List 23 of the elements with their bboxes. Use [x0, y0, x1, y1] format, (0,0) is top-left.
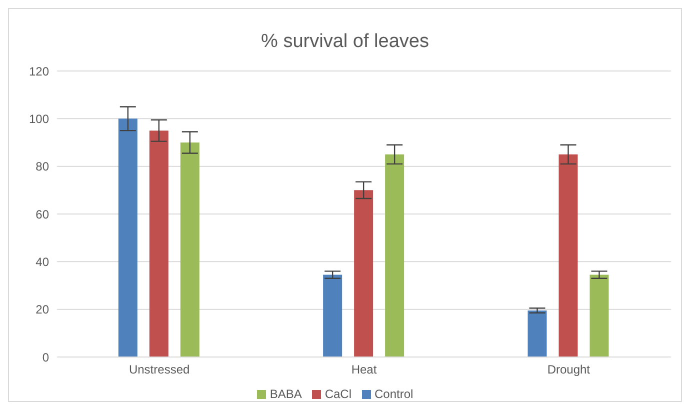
x-tick-label: Drought: [547, 362, 591, 377]
bar: [323, 274, 342, 357]
legend-label: BABA: [270, 387, 302, 401]
legend-label: Control: [374, 387, 414, 401]
x-tick-label: Unstressed: [128, 362, 190, 377]
y-tick-label: 80: [36, 160, 50, 174]
y-tick-label: 120: [28, 64, 50, 78]
bar: [354, 190, 374, 357]
y-tick-label: 20: [36, 302, 50, 317]
bar: [385, 154, 404, 357]
legend-label: CaCl: [324, 387, 352, 401]
chart-title: % survival of leaves: [260, 31, 430, 54]
bar: [558, 154, 578, 357]
bar: [149, 130, 168, 357]
y-tick-label: 100: [28, 112, 50, 126]
y-tick-label: 40: [36, 254, 50, 269]
bar: [180, 142, 200, 357]
y-tick-label: 60: [36, 207, 50, 222]
bar: [118, 118, 138, 357]
x-tick-label: Heat: [351, 362, 378, 377]
y-tick-label: 0: [42, 350, 50, 364]
bar: [528, 310, 547, 357]
bar: [590, 274, 609, 357]
